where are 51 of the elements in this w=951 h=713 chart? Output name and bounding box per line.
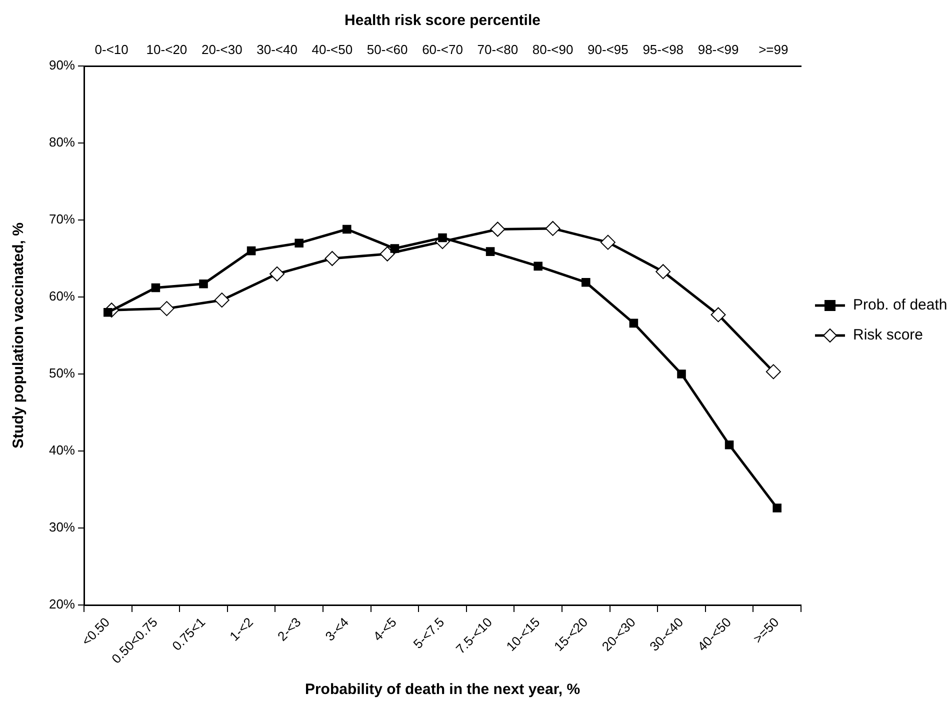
x-tick-label: 90-<95 [588, 42, 628, 57]
x-tick-label: 98-<99 [698, 42, 739, 57]
y-tick-label: 70% [48, 212, 76, 227]
point [438, 233, 447, 242]
point [772, 504, 782, 512]
point [151, 283, 160, 292]
point [214, 292, 230, 308]
x-tick-label: 20-<30 [201, 42, 242, 57]
x-tick-label: 60-<70 [422, 42, 463, 57]
point [629, 318, 638, 328]
x-tick-label: 30-<40 [256, 42, 298, 57]
point [534, 262, 542, 271]
y-tick-label: 50% [48, 366, 76, 381]
y-tick-label: 20% [48, 596, 76, 612]
point [724, 440, 734, 450]
point [159, 301, 174, 316]
x-tick-label: 10-<20 [146, 42, 188, 57]
point [545, 220, 560, 236]
legend-label: Risk score [853, 326, 924, 344]
x-tick-label: >=99 [758, 42, 788, 57]
point [600, 234, 616, 250]
y-tick-label: 80% [48, 134, 76, 150]
point [324, 251, 340, 266]
y-tick-label: 60% [48, 288, 76, 304]
point [486, 247, 495, 256]
point [246, 246, 256, 256]
legend-label: Prob. of death [853, 296, 948, 314]
point [380, 246, 395, 262]
y-tick-label: 40% [48, 442, 76, 458]
y-tick-label: 30% [48, 520, 76, 535]
x-tick-label: 50-<60 [366, 42, 408, 57]
x2-axis-title: Health risk score percentile [344, 12, 540, 30]
point [582, 278, 590, 287]
x-tick-label: 80-<90 [532, 42, 574, 57]
x-tick-label: 0-<10 [94, 42, 128, 57]
x-tick-label: 70-<80 [477, 42, 518, 57]
point [294, 238, 304, 248]
point [710, 307, 726, 322]
point [766, 364, 781, 380]
y-axis-title: Study population vaccinated, % [10, 222, 28, 448]
x-tick-label: 95-<98 [642, 42, 684, 57]
point [677, 370, 686, 378]
point [342, 224, 352, 234]
point [390, 244, 400, 253]
y-tick-label: 90% [48, 58, 76, 73]
point [270, 266, 285, 282]
point [199, 280, 208, 288]
x-tick-label: 40-<50 [312, 42, 353, 57]
x-axis-title: Probability of death in the next year, % [304, 681, 580, 698]
point [656, 264, 671, 280]
point [490, 222, 506, 237]
